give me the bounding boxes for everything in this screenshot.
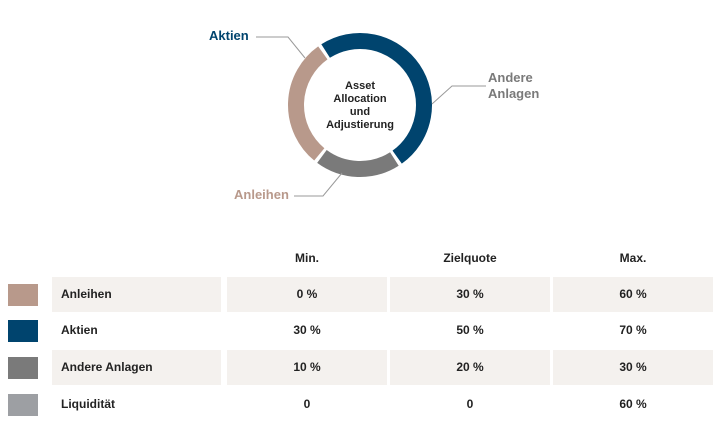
callout-andere-line-2: Anlagen	[488, 86, 540, 101]
donut-slice-andere-anlagen	[317, 149, 399, 177]
center-line-1: Asset	[345, 80, 375, 92]
row-max: 30 %	[553, 350, 713, 385]
row-name: Liquidität	[61, 397, 115, 411]
row-min: 0	[303, 397, 311, 411]
swatch-aktien	[8, 320, 38, 342]
donut-center-label: Asset Allocation und Adjustierung	[310, 80, 410, 132]
row-zielquote: 0	[466, 397, 474, 411]
callout-andere-line-1: Andere	[488, 70, 533, 85]
header-max: Max.	[619, 251, 647, 265]
donut-slice-anleihen	[288, 46, 328, 161]
callout-aktien: Aktien	[209, 28, 249, 44]
table-row-liquiditaet: Liquidität 0 0 60 %	[0, 387, 725, 422]
swatch-liquiditaet	[8, 394, 38, 416]
row-zielquote: 30 %	[390, 277, 550, 312]
center-line-3: und	[349, 106, 371, 118]
callout-anleihen-text: Anleihen	[234, 187, 289, 202]
row-name: Aktien	[61, 323, 98, 337]
center-line-4: Adjustierung	[326, 119, 394, 131]
table-row-andere-anlagen: Andere Anlagen 10 % 20 % 30 %	[0, 350, 725, 385]
swatch-andere-anlagen	[8, 357, 38, 379]
leader-line-andere	[431, 85, 486, 105]
row-min: 10 %	[227, 350, 387, 385]
swatch-anleihen	[8, 284, 38, 306]
row-name: Anleihen	[52, 277, 221, 312]
donut-slice-aktien	[321, 33, 432, 164]
row-min: 30 %	[293, 323, 321, 337]
allocation-donut-chart	[256, 33, 486, 197]
table-row-aktien: Aktien 30 % 50 % 70 %	[0, 313, 725, 348]
leader-line-aktien	[256, 36, 306, 59]
row-max: 60 %	[619, 397, 647, 411]
callout-aktien-text: Aktien	[209, 28, 249, 43]
callout-andere-anlagen: Andere Anlagen	[488, 70, 539, 102]
row-zielquote: 20 %	[390, 350, 550, 385]
row-max: 60 %	[553, 277, 713, 312]
row-zielquote: 50 %	[456, 323, 484, 337]
header-min: Min.	[295, 251, 319, 265]
row-min: 0 %	[227, 277, 387, 312]
table-row-anleihen: Anleihen 0 % 30 % 60 %	[0, 277, 725, 312]
row-max: 70 %	[619, 323, 647, 337]
center-line-2: Allocation	[333, 93, 387, 105]
header-zielquote: Zielquote	[443, 251, 497, 265]
leader-line-anleihen	[294, 172, 343, 197]
row-name: Andere Anlagen	[52, 350, 221, 385]
callout-anleihen: Anleihen	[234, 187, 289, 203]
